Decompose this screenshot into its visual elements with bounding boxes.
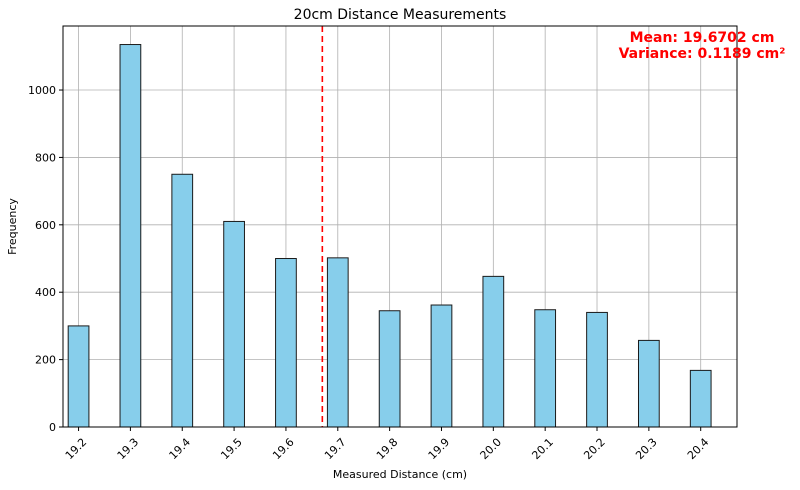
x-tick-label: 20.2 xyxy=(581,436,608,463)
x-tick-label: 19.6 xyxy=(270,436,297,463)
chart-title: 20cm Distance Measurements xyxy=(294,7,507,23)
x-tick-label: 19.5 xyxy=(218,436,245,463)
histogram-bar xyxy=(378,310,401,428)
x-tick-label: 19.8 xyxy=(374,436,401,463)
bars xyxy=(67,44,712,428)
variance-annotation: Variance: 0.1189 cm² xyxy=(619,46,786,62)
x-tick-label: 19.9 xyxy=(426,436,453,463)
histogram-bar xyxy=(326,257,349,428)
x-tick-label: 19.7 xyxy=(322,436,349,463)
histogram-bar xyxy=(482,275,505,428)
y-tick-label: 200 xyxy=(35,354,56,367)
histogram-bar xyxy=(637,339,660,428)
x-axis-label: Measured Distance (cm) xyxy=(333,468,467,481)
histogram-bar xyxy=(430,304,453,428)
x-tick-label: 20.4 xyxy=(685,436,712,463)
x-tick-label: 20.1 xyxy=(529,436,556,463)
histogram-bar xyxy=(275,258,297,428)
y-axis-label: Frequency xyxy=(6,198,19,255)
mean-annotation: Mean: 19.6702 cm xyxy=(630,30,775,46)
y-tick-label: 800 xyxy=(35,151,56,164)
histogram-bar xyxy=(67,325,90,428)
histogram-bar xyxy=(689,369,712,428)
x-tick-label: 19.4 xyxy=(167,436,194,463)
histogram-bar xyxy=(586,311,608,428)
histogram-bar xyxy=(223,220,245,428)
x-tick-label: 19.2 xyxy=(63,436,90,463)
x-tick-label: 19.3 xyxy=(115,436,142,463)
histogram-bar xyxy=(534,309,557,428)
x-tick-label: 20.3 xyxy=(633,436,660,463)
y-tick-label: 600 xyxy=(35,219,56,232)
y-tick-label: 0 xyxy=(49,421,56,434)
histogram-bar xyxy=(119,44,142,428)
plot-frame xyxy=(62,25,738,428)
y-tick-label: 1000 xyxy=(28,84,56,97)
y-tick-label: 400 xyxy=(35,286,56,299)
histogram-bar xyxy=(171,173,194,428)
x-tick-label: 20.0 xyxy=(478,436,505,463)
